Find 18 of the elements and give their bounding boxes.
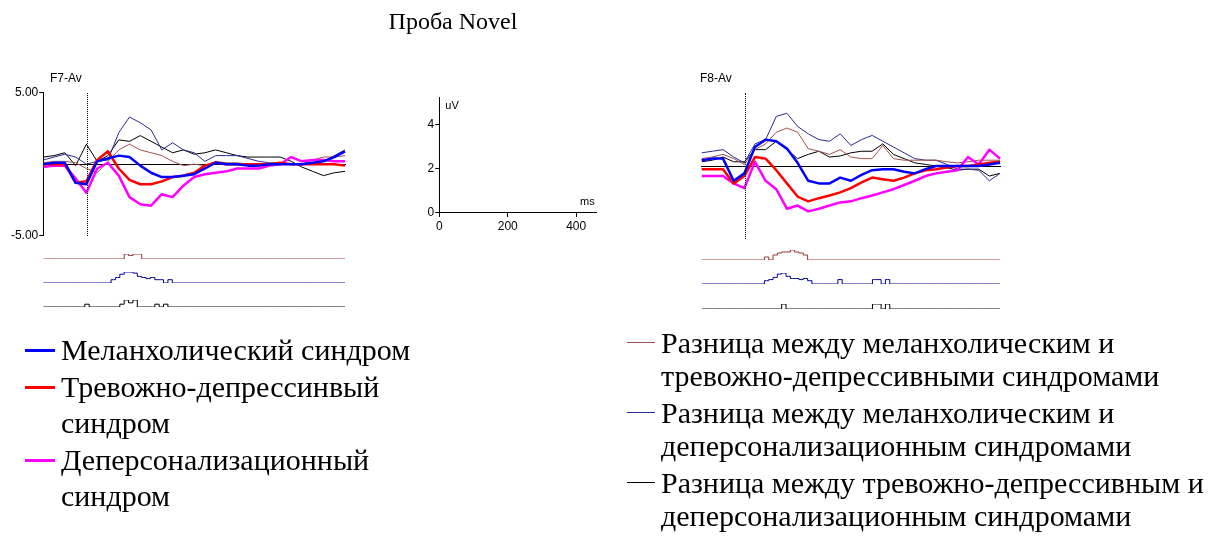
legend-label: Разница между меланхолическим и деперсонализационным синдромами <box>661 396 1133 462</box>
x-axis-title: ms <box>580 195 596 208</box>
legend-label: Тревожно-депрессинвый синдром <box>61 369 381 441</box>
legend-label: Меланхолический синдром <box>61 332 411 368</box>
legend-label: Деперсонализационный синдром <box>61 442 371 514</box>
legend-label: Разница между меланхолическим и тревожно-депрессивными синдромами <box>661 326 1161 392</box>
chart-title: Проба Novel <box>388 8 518 35</box>
chart-title: F7-Av <box>50 71 82 85</box>
y-tick-label: -5.00 <box>10 228 39 243</box>
x-tick-label: 200 <box>497 219 519 234</box>
y-axis-title: uV <box>445 99 460 112</box>
y-tick-label: 2 <box>427 160 435 175</box>
y-tick-label: 0 <box>427 205 435 220</box>
legend-label: Разница между тревожно-депрессивным и деперсонализационным синдромами <box>661 466 1205 532</box>
y-tick-label: 4 <box>427 116 435 131</box>
chart-title: F8-Av <box>700 71 732 85</box>
y-tick-label: 5.00 <box>14 85 39 100</box>
x-tick-label: 400 <box>566 219 587 234</box>
